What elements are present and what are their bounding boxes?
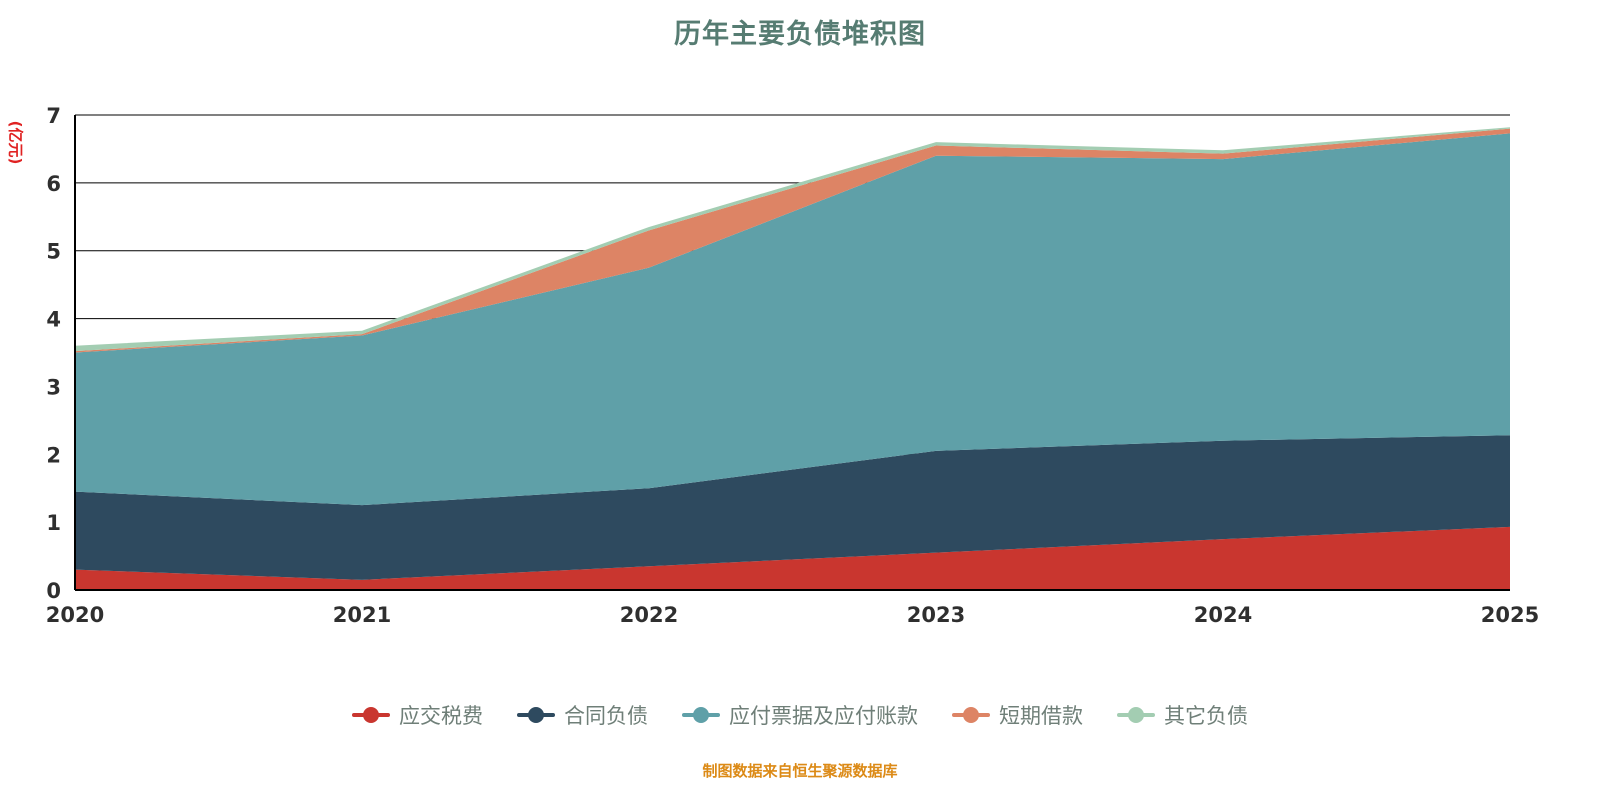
legend-item-1[interactable]: 合同负债 xyxy=(517,700,648,730)
y-tick-label: 2 xyxy=(46,443,61,467)
legend-item-0[interactable]: 应交税费 xyxy=(352,700,483,730)
y-tick-label: 4 xyxy=(46,308,61,332)
legend-line-dot-icon xyxy=(517,706,555,724)
y-tick-label: 7 xyxy=(46,104,61,128)
y-tick-label: 5 xyxy=(46,240,61,264)
x-tick-label: 2025 xyxy=(1481,603,1539,627)
area-series-2[interactable] xyxy=(75,133,1510,506)
x-tick-label: 2021 xyxy=(333,603,391,627)
legend-label: 应付票据及应付账款 xyxy=(729,704,918,728)
y-tick-label: 1 xyxy=(46,511,61,535)
x-tick-label: 2022 xyxy=(620,603,678,627)
chart-svg: 0 1 2 3 4 5 6 7 2020 2021 2022 2023 2024 2025 xyxy=(46,104,1539,627)
chart-title: 历年主要负债堆积图 xyxy=(674,19,926,50)
legend: 应交税费 合同负债 应付票据及应付账款 短期借款 其它负债 xyxy=(0,700,1600,730)
data-source-note: 制图数据来自恒生聚源数据库 xyxy=(702,762,898,780)
legend-label: 应交税费 xyxy=(399,704,483,728)
x-tick-label: 2023 xyxy=(907,603,965,627)
y-tick-label: 3 xyxy=(46,375,61,399)
legend-item-2[interactable]: 应付票据及应付账款 xyxy=(682,700,918,730)
legend-label: 其它负债 xyxy=(1164,704,1248,728)
legend-label: 短期借款 xyxy=(999,704,1083,728)
area-series-1[interactable] xyxy=(75,435,1510,580)
legend-line-dot-icon xyxy=(1117,706,1155,724)
y-tick-label: 0 xyxy=(46,579,61,603)
x-tick-label: 2020 xyxy=(46,603,104,627)
legend-line-dot-icon xyxy=(682,706,720,724)
area-series-0[interactable] xyxy=(75,526,1510,590)
y-tick-label: 6 xyxy=(46,172,61,196)
legend-item-3[interactable]: 短期借款 xyxy=(952,700,1083,730)
legend-item-4[interactable]: 其它负债 xyxy=(1117,700,1248,730)
legend-label: 合同负债 xyxy=(564,704,648,728)
legend-line-dot-icon xyxy=(352,706,390,724)
legend-line-dot-icon xyxy=(952,706,990,724)
x-tick-label: 2024 xyxy=(1194,603,1252,627)
